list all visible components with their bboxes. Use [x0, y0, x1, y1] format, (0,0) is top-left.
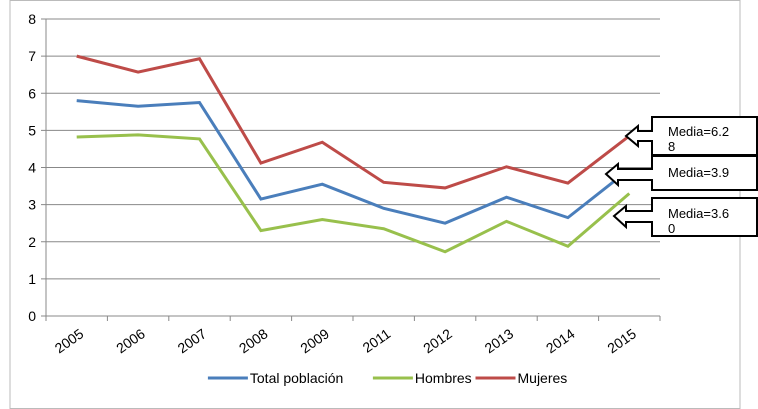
x-tick-label: 2015 [604, 325, 639, 356]
series-line [76, 133, 631, 254]
x-tick-label: 2013 [482, 325, 517, 356]
legend-label: Mujeres [518, 370, 568, 386]
callout-shape [604, 155, 758, 191]
y-tick-label: 7 [28, 48, 36, 64]
annotation: Media=6.28 [668, 124, 730, 152]
annotation: Media=3.9 [668, 165, 730, 180]
x-tick-label: 2014 [543, 325, 578, 356]
y-tick-label: 6 [28, 85, 36, 101]
x-tick-label: 2007 [175, 325, 210, 356]
x-tick-label: 2005 [52, 325, 87, 356]
y-tick-label: 4 [28, 160, 36, 176]
x-tick-label: 2006 [113, 325, 148, 356]
y-tick-label: 5 [28, 122, 36, 138]
x-tick-label: 2008 [236, 325, 271, 356]
x-tick-label: 2012 [420, 325, 455, 356]
y-tick-label: 1 [28, 271, 36, 287]
y-tick-label: 3 [28, 197, 36, 213]
series-line [76, 99, 631, 225]
legend-label: Total población [250, 370, 343, 386]
series-line [76, 54, 631, 190]
callout-shape [624, 116, 758, 156]
annotation: Media=3.60 [668, 206, 730, 234]
x-tick-label: 2009 [297, 325, 332, 356]
y-tick-label: 0 [28, 308, 36, 324]
y-tick-label: 8 [28, 11, 36, 27]
y-tick-label: 2 [28, 234, 36, 250]
legend-label: Hombres [415, 370, 472, 386]
callouts [604, 116, 758, 237]
x-tick-label: 2011 [360, 325, 394, 355]
callout-shape [612, 197, 758, 237]
